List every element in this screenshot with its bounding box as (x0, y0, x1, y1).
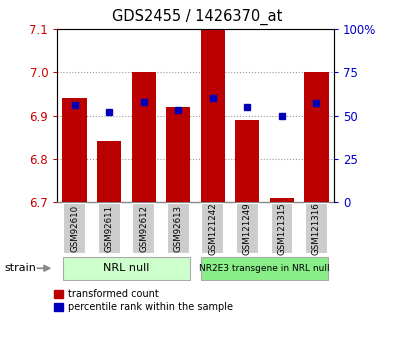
Text: GSM121249: GSM121249 (243, 202, 252, 255)
Bar (235, 120, 260, 202)
Text: NR2E3 transgene in NRL null: NR2E3 transgene in NRL null (199, 264, 330, 273)
Text: GSM121242: GSM121242 (208, 202, 217, 255)
Bar (201, 257, 328, 280)
Text: GSM92613: GSM92613 (174, 205, 183, 252)
Text: NRL null: NRL null (103, 263, 150, 273)
Bar (167, 203, 190, 254)
Bar (132, 72, 156, 202)
Legend: transformed count, percentile rank within the sample: transformed count, percentile rank withi… (54, 289, 233, 312)
Bar (132, 203, 155, 254)
Text: GSM92610: GSM92610 (70, 205, 79, 252)
Bar (97, 141, 121, 202)
Bar (98, 203, 120, 254)
Bar (62, 98, 87, 202)
Bar (271, 203, 293, 254)
Bar (201, 29, 225, 202)
Bar (236, 203, 259, 254)
Bar (201, 203, 224, 254)
Bar (63, 257, 190, 280)
Text: GSM121315: GSM121315 (277, 202, 286, 255)
Text: GSM92611: GSM92611 (105, 205, 114, 252)
Bar (270, 197, 294, 202)
Text: GSM121316: GSM121316 (312, 202, 321, 255)
Bar (63, 203, 86, 254)
Text: GSM92612: GSM92612 (139, 205, 148, 252)
Bar (166, 107, 190, 202)
Bar (305, 203, 328, 254)
Bar (305, 72, 329, 202)
Text: GDS2455 / 1426370_at: GDS2455 / 1426370_at (112, 9, 283, 25)
Text: strain: strain (4, 263, 36, 273)
